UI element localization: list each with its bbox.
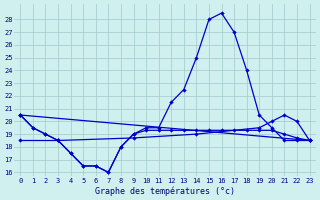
X-axis label: Graphe des températures (°c): Graphe des températures (°c) bbox=[95, 186, 235, 196]
